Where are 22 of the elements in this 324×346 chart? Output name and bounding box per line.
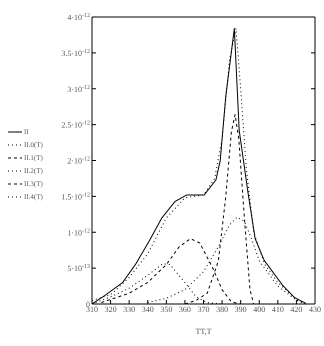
- x-tick-label: 340: [142, 305, 154, 314]
- y-tick-label: 5·10$^{-13}$: [67, 264, 90, 274]
- x-tick-label: 420: [290, 305, 302, 314]
- y-tick-label: 2.5·10$^{-12}$: [61, 120, 90, 130]
- x-tick-label: 430: [309, 305, 321, 314]
- x-tick-label: 390: [234, 305, 247, 314]
- x-tick-label: 320: [104, 305, 117, 314]
- x-tick-label: 350: [160, 305, 172, 314]
- x-tick-label: 370: [198, 305, 210, 314]
- x-axis-title: TT,T: [195, 327, 212, 336]
- y-tick-label: 2·10$^{-12}$: [67, 156, 90, 166]
- x-tick-label: 360: [178, 305, 191, 314]
- x-tick-label: 410: [272, 305, 284, 314]
- x-tick-label: 310: [86, 305, 98, 314]
- y-tick-label: 1·10$^{-12}$: [67, 228, 90, 238]
- x-tick-label: 400: [253, 305, 266, 314]
- y-tick-label: 1.5·10$^{-12}$: [61, 192, 90, 202]
- y-tick-label: 3.5·10$^{-12}$: [61, 48, 90, 58]
- x-tick-label: 380: [216, 305, 228, 314]
- y-tick-label: 4·10$^{-12}$: [67, 13, 90, 22]
- y-tick-label: 3·10$^{-12}$: [67, 84, 90, 94]
- x-tick-label: 330: [123, 305, 136, 314]
